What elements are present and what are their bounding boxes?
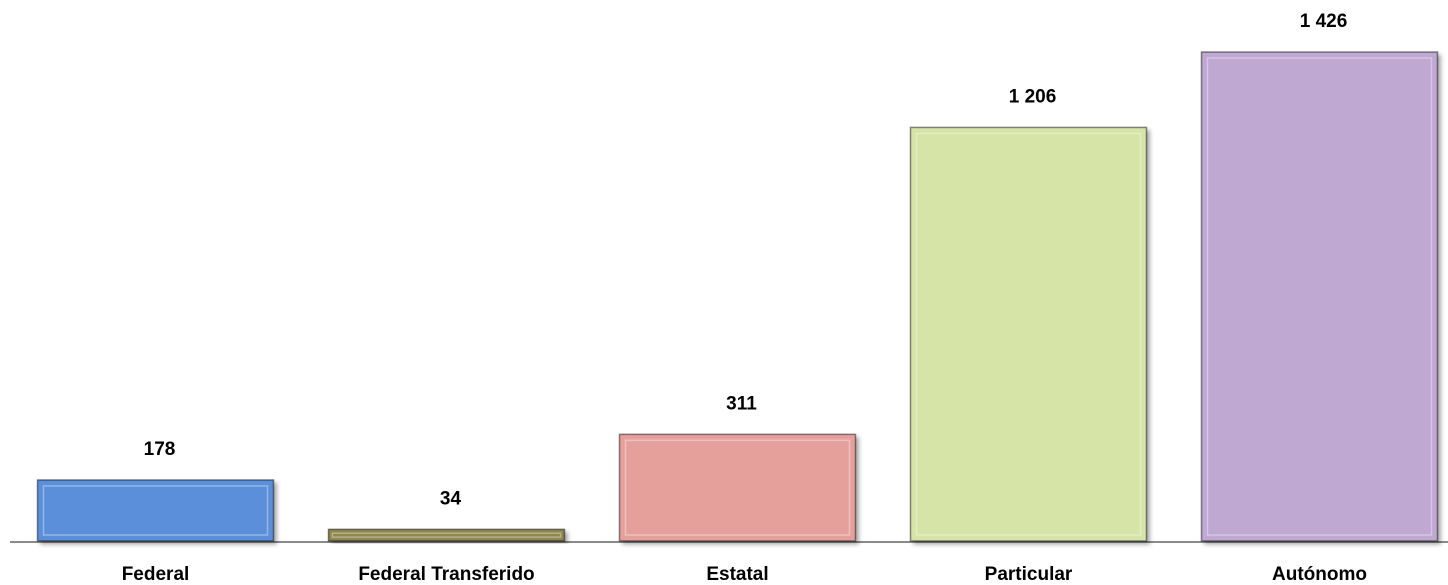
value-label: 1 206 xyxy=(1009,86,1057,107)
bar-bevel xyxy=(1206,57,1433,536)
x-tick-label: Federal Transferido xyxy=(358,564,534,585)
bar xyxy=(909,126,1148,542)
value-label: 34 xyxy=(440,488,462,509)
bar-bevel xyxy=(624,439,851,536)
value-label: 178 xyxy=(144,439,176,460)
bar-bevel xyxy=(331,532,562,538)
bar-bevel xyxy=(42,485,269,536)
x-tick-label: Autónomo xyxy=(1272,564,1367,585)
bar xyxy=(1200,51,1439,542)
bar xyxy=(327,528,566,542)
x-tick-label: Particular xyxy=(985,564,1073,585)
x-tick-label: Federal xyxy=(122,564,190,585)
bar xyxy=(618,433,857,542)
bar xyxy=(36,479,275,542)
x-tick-label: Estatal xyxy=(706,564,768,585)
bar-bevel xyxy=(915,132,1142,536)
value-label: 1 426 xyxy=(1300,11,1348,32)
value-label: 311 xyxy=(726,393,757,414)
